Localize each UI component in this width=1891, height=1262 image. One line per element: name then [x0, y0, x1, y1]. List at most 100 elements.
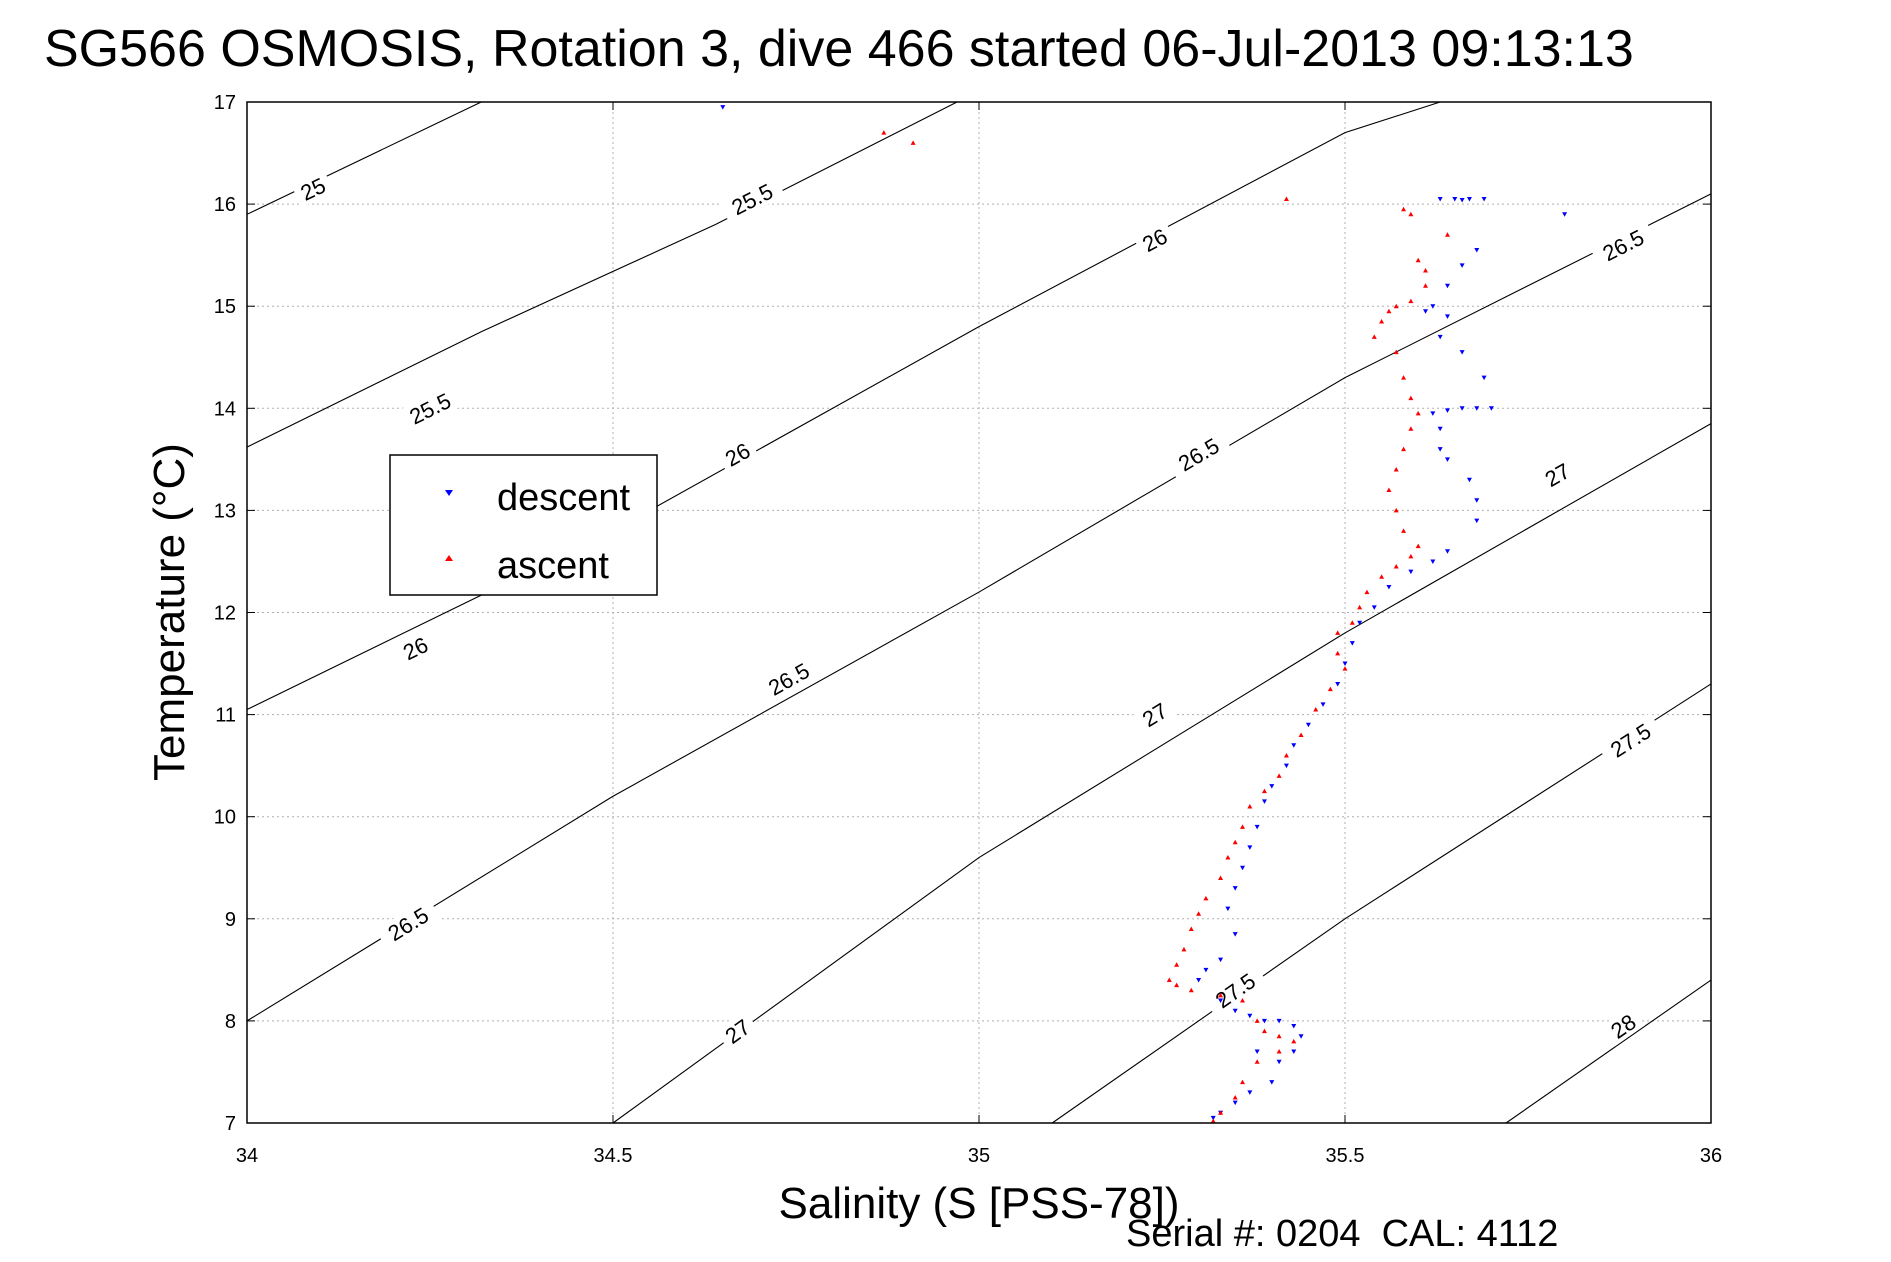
descent-point	[1437, 196, 1443, 202]
y-tick-label: 16	[214, 194, 236, 216]
ascent-point	[1415, 410, 1421, 416]
ascent-point	[1349, 620, 1355, 625]
ascent-point	[1423, 267, 1429, 273]
descent-point	[1335, 681, 1341, 687]
descent-point	[1488, 406, 1494, 411]
legend: descent ascent	[389, 454, 658, 596]
ascent-point	[1218, 1110, 1224, 1115]
descent-point	[1474, 406, 1480, 411]
descent-point	[1276, 1018, 1282, 1024]
contour-label-background	[1590, 220, 1657, 270]
ascent-point	[1181, 946, 1187, 952]
descent-point	[1444, 457, 1450, 462]
ascent-point	[1379, 574, 1385, 579]
ascent-point	[881, 130, 887, 135]
descent-series	[720, 105, 1568, 1121]
descent-point	[1357, 620, 1363, 626]
ascent-point	[1298, 732, 1304, 738]
x-axis-label: Salinity (S [PSS-78])	[778, 1179, 1179, 1228]
ascent-point	[1174, 982, 1180, 988]
x-tick-label: 35.5	[1326, 1145, 1365, 1167]
descent-point	[1481, 196, 1487, 202]
ascent-point	[1254, 1018, 1260, 1023]
ascent-point	[1232, 839, 1238, 845]
ascent-point	[1166, 977, 1172, 983]
ascent-point	[1283, 752, 1289, 758]
descent-point	[1437, 447, 1443, 452]
contour-label-background	[1165, 428, 1232, 481]
descent-point	[1349, 641, 1355, 646]
descent-point	[1437, 426, 1443, 432]
descent-point	[1210, 1115, 1216, 1121]
descent-point	[1444, 549, 1450, 554]
ascent-point	[1291, 1038, 1297, 1044]
ascent-point	[1188, 987, 1194, 993]
y-tick-label: 9	[225, 909, 236, 931]
descent-point	[1481, 375, 1487, 381]
contour-label-background	[715, 434, 760, 474]
descent-point	[1423, 309, 1429, 314]
descent-point	[1298, 1034, 1304, 1039]
ascent-point	[1225, 855, 1231, 860]
descent-point	[1225, 906, 1231, 912]
density-contour-line	[1505, 979, 1712, 1124]
ascent-point	[1276, 773, 1282, 778]
descent-point	[1218, 957, 1224, 963]
descent-point	[1562, 212, 1568, 217]
ascent-point	[1408, 298, 1414, 304]
descent-point	[1437, 334, 1443, 340]
ascent-point	[1276, 1033, 1282, 1039]
ascent-point	[1174, 962, 1180, 967]
y-tick-label: 17	[214, 92, 236, 114]
ascent-point	[1203, 895, 1209, 901]
ascent-point	[910, 140, 916, 145]
contour-label-background	[1133, 220, 1177, 259]
ascent-point	[1401, 375, 1407, 380]
ascent-point	[1261, 1028, 1267, 1034]
density-contour-line	[246, 101, 482, 215]
descent-point	[1386, 584, 1392, 590]
ascent-point	[1393, 507, 1399, 513]
ascent-point	[1313, 706, 1319, 712]
descent-point	[1247, 1090, 1253, 1095]
descent-point	[1291, 743, 1297, 748]
ascent-point	[1342, 666, 1348, 671]
contour-label-background	[755, 653, 822, 705]
ascent-point	[1254, 1059, 1260, 1064]
descent-point	[1452, 196, 1458, 202]
descent-point	[1261, 1018, 1267, 1024]
chart-title: SG566 OSMOSIS, Rotation 3, dive 466 star…	[44, 20, 1634, 78]
ascent-point	[1357, 604, 1363, 610]
descent-point	[1466, 477, 1472, 483]
descent-point	[1283, 763, 1289, 769]
ascent-point	[1240, 997, 1246, 1003]
contour-label-background	[396, 383, 464, 433]
x-tick-label: 34	[236, 1145, 258, 1167]
contour-label-background	[393, 629, 437, 667]
descent-point	[1291, 1049, 1297, 1055]
y-tick-label: 10	[214, 807, 236, 829]
ascent-point	[1232, 1094, 1238, 1100]
descent-point	[1196, 978, 1202, 983]
y-tick-label: 13	[214, 500, 236, 522]
ascent-point	[1218, 992, 1224, 998]
ascent-point	[1210, 1118, 1216, 1123]
descent-point	[1232, 1008, 1238, 1014]
ascent-point	[1415, 543, 1421, 549]
contour-label-background	[291, 170, 335, 208]
descent-point	[1218, 998, 1224, 1003]
y-tick-label: 11	[215, 705, 236, 727]
y-tick-label: 8	[225, 1011, 236, 1033]
ascent-point	[1196, 911, 1202, 916]
descent-point	[1342, 661, 1348, 667]
ascent-point	[1364, 589, 1370, 595]
y-tick-label: 12	[214, 603, 236, 625]
x-tick-label: 36	[1700, 1145, 1722, 1167]
descent-point	[1247, 845, 1253, 850]
ascent-point	[1401, 446, 1407, 452]
contour-label-background	[1597, 713, 1664, 767]
descent-point	[1444, 283, 1450, 289]
descent-point	[1430, 559, 1436, 564]
descent-point	[1444, 314, 1450, 319]
